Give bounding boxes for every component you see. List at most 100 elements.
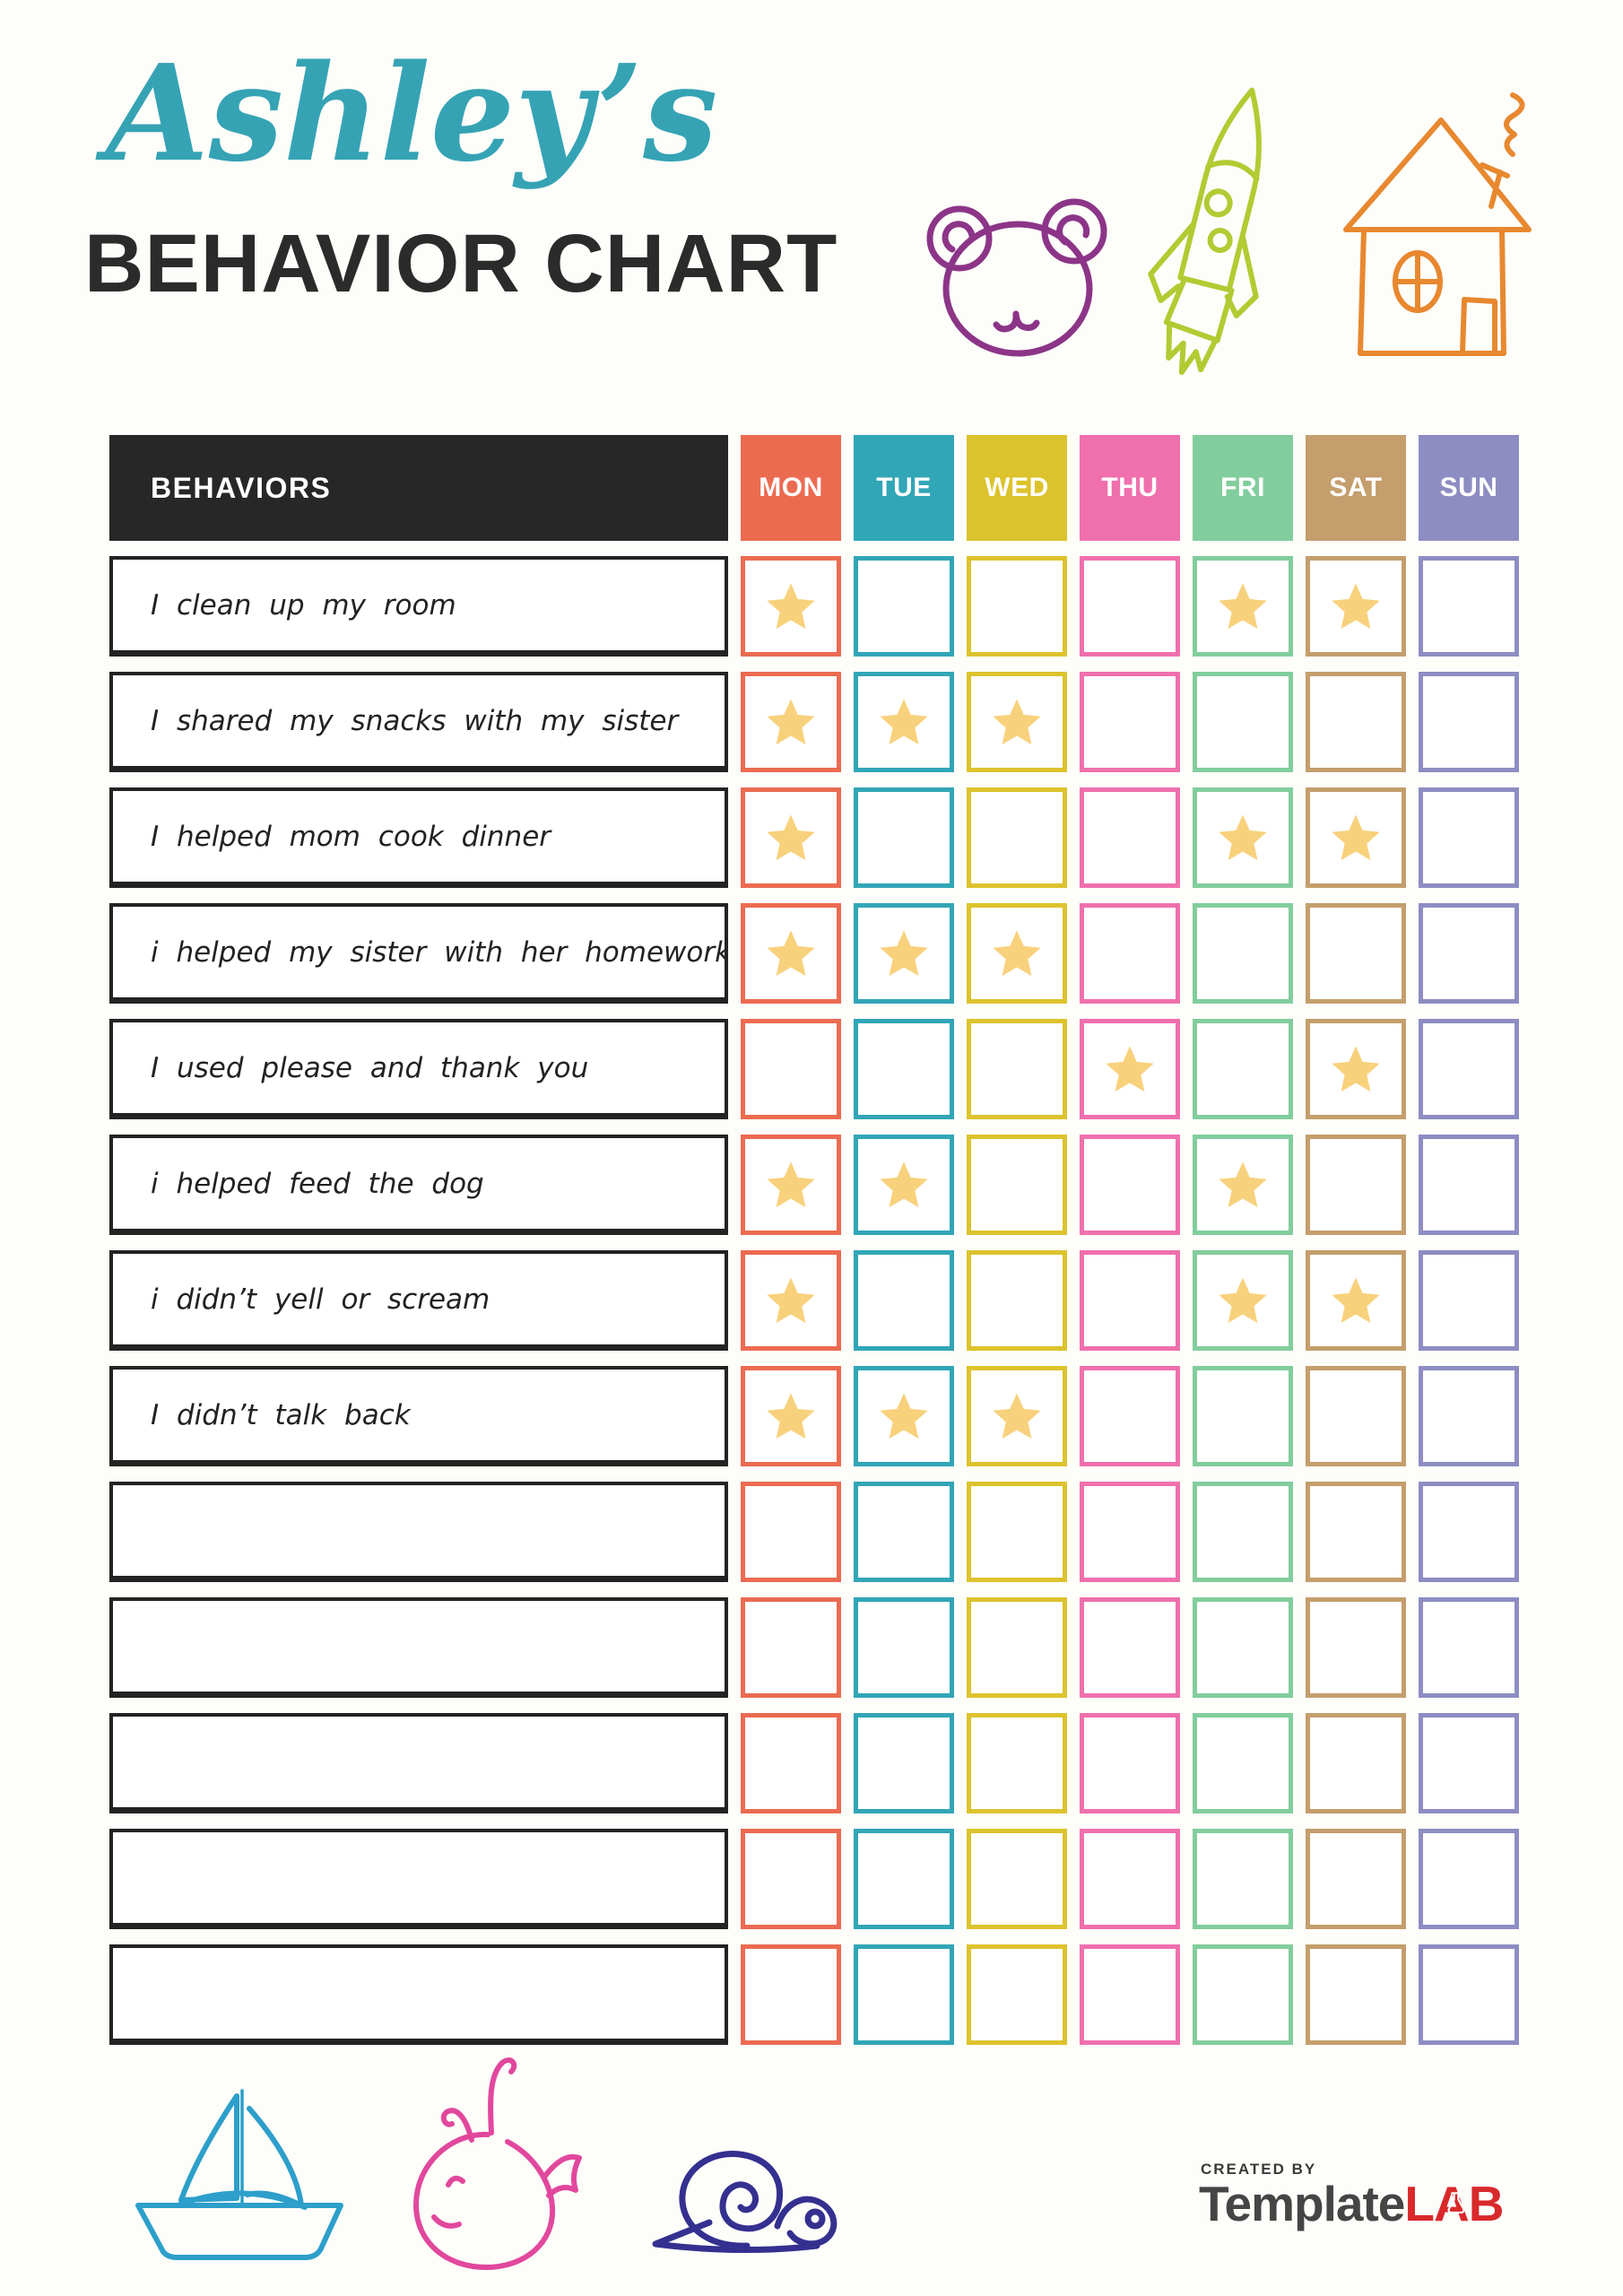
day-cell-thu-row5 [1080, 1019, 1180, 1119]
flask-icon [1447, 2192, 1465, 2214]
day-header-tue: TUE [854, 435, 954, 541]
day-cell-thu-row9 [1080, 1482, 1180, 1582]
day-cell-wed-row8 [967, 1366, 1067, 1466]
day-cell-sun-row4 [1419, 903, 1519, 1004]
page-title: BEHAVIOR CHART [84, 218, 838, 309]
day-cell-thu-row7 [1080, 1250, 1180, 1351]
day-cell-mon-row6 [741, 1135, 841, 1235]
chart-owner-name: Ashley’s [106, 35, 718, 191]
day-cell-thu-row2 [1080, 672, 1180, 772]
brand-accent-text: LAB [1404, 2176, 1504, 2231]
day-cell-mon-row9 [741, 1482, 841, 1582]
star-icon [880, 699, 928, 745]
day-cell-mon-row10 [741, 1597, 841, 1698]
star-icon [880, 1161, 928, 1208]
day-cell-fri-row7 [1193, 1250, 1293, 1351]
star-icon [767, 1393, 815, 1439]
day-cell-thu-row10 [1080, 1597, 1180, 1698]
snail-icon [652, 2151, 838, 2254]
day-cell-thu-row4 [1080, 903, 1180, 1004]
star-icon [767, 930, 815, 977]
day-cell-sat-row3 [1306, 787, 1406, 888]
day-cell-wed-row10 [967, 1597, 1067, 1698]
day-cell-wed-row3 [967, 787, 1067, 888]
day-cell-thu-row8 [1080, 1366, 1180, 1466]
star-icon [993, 699, 1041, 745]
day-cell-fri-row12 [1193, 1829, 1293, 1929]
behavior-label-box [109, 1829, 728, 1929]
star-icon [1332, 1277, 1380, 1324]
day-cell-sat-row7 [1306, 1250, 1406, 1351]
star-icon [767, 699, 815, 745]
day-cell-thu-row12 [1080, 1829, 1180, 1929]
behavior-label-box [109, 1944, 728, 2045]
behavior-label-box: I clean up my room [109, 556, 728, 657]
day-cell-fri-row4 [1193, 903, 1293, 1004]
star-icon [1219, 1277, 1267, 1324]
day-cell-mon-row12 [741, 1829, 841, 1929]
day-cell-mon-row7 [741, 1250, 841, 1351]
day-cell-wed-row9 [967, 1482, 1067, 1582]
day-cell-sun-row6 [1419, 1135, 1519, 1235]
day-cell-mon-row3 [741, 787, 841, 888]
behavior-label-box: i helped feed the dog [109, 1135, 728, 1235]
day-cell-thu-row3 [1080, 787, 1180, 888]
day-cell-tue-row5 [854, 1019, 954, 1119]
day-header-sat: SAT [1306, 435, 1406, 541]
day-cell-fri-row2 [1193, 672, 1293, 772]
star-icon [1106, 1046, 1154, 1092]
day-cell-thu-row13 [1080, 1944, 1180, 2045]
behavior-chart-grid: BEHAVIORS MON TUE WED THU FRI SAT SUN I clean up… [109, 435, 1519, 2045]
day-cell-sun-row3 [1419, 787, 1519, 888]
day-cell-sat-row9 [1306, 1482, 1406, 1582]
behavior-label-box: i didn’t yell or scream [109, 1250, 728, 1351]
day-cell-sat-row6 [1306, 1135, 1406, 1235]
sailboat-icon [135, 2089, 343, 2260]
day-cell-tue-row7 [854, 1250, 954, 1351]
star-icon [767, 1161, 815, 1208]
day-cell-wed-row12 [967, 1829, 1067, 1929]
behavior-label-box [109, 1597, 728, 1698]
star-icon [993, 930, 1041, 977]
day-cell-mon-row4 [741, 903, 841, 1004]
day-cell-sat-row1 [1306, 556, 1406, 657]
behaviors-column-header: BEHAVIORS [109, 435, 728, 541]
day-cell-sun-row7 [1419, 1250, 1519, 1351]
star-icon [1219, 814, 1267, 861]
day-cell-mon-row11 [741, 1713, 841, 1813]
day-header-thu: THU [1080, 435, 1180, 541]
day-cell-sun-row8 [1419, 1366, 1519, 1466]
star-icon [1219, 1161, 1267, 1208]
day-cell-fri-row9 [1193, 1482, 1293, 1582]
day-cell-sat-row4 [1306, 903, 1406, 1004]
day-header-mon: MON [741, 435, 841, 541]
house-icon [1343, 92, 1532, 356]
day-cell-thu-row6 [1080, 1135, 1180, 1235]
day-cell-wed-row1 [967, 556, 1067, 657]
day-cell-tue-row6 [854, 1135, 954, 1235]
day-cell-sun-row10 [1419, 1597, 1519, 1698]
day-cell-fri-row13 [1193, 1944, 1293, 2045]
day-cell-sat-row5 [1306, 1019, 1406, 1119]
day-cell-sun-row11 [1419, 1713, 1519, 1813]
day-header-wed: WED [967, 435, 1067, 541]
day-cell-fri-row10 [1193, 1597, 1293, 1698]
day-cell-tue-row9 [854, 1482, 954, 1582]
behavior-label-box: I used please and thank you [109, 1019, 728, 1119]
day-cell-sat-row13 [1306, 1944, 1406, 2045]
brand-primary-text: Template [1199, 2176, 1405, 2231]
day-cell-sat-row2 [1306, 672, 1406, 772]
day-cell-sun-row5 [1419, 1019, 1519, 1119]
star-icon [1332, 583, 1380, 630]
star-icon [880, 930, 928, 977]
behavior-label-box: I shared my snacks with my sister [109, 672, 728, 772]
day-cell-wed-row4 [967, 903, 1067, 1004]
day-cell-tue-row4 [854, 903, 954, 1004]
star-icon [1332, 814, 1380, 861]
star-icon [993, 1393, 1041, 1439]
star-icon [880, 1393, 928, 1439]
rocket-icon [1148, 87, 1262, 376]
day-cell-tue-row8 [854, 1366, 954, 1466]
bear-icon [926, 198, 1107, 357]
